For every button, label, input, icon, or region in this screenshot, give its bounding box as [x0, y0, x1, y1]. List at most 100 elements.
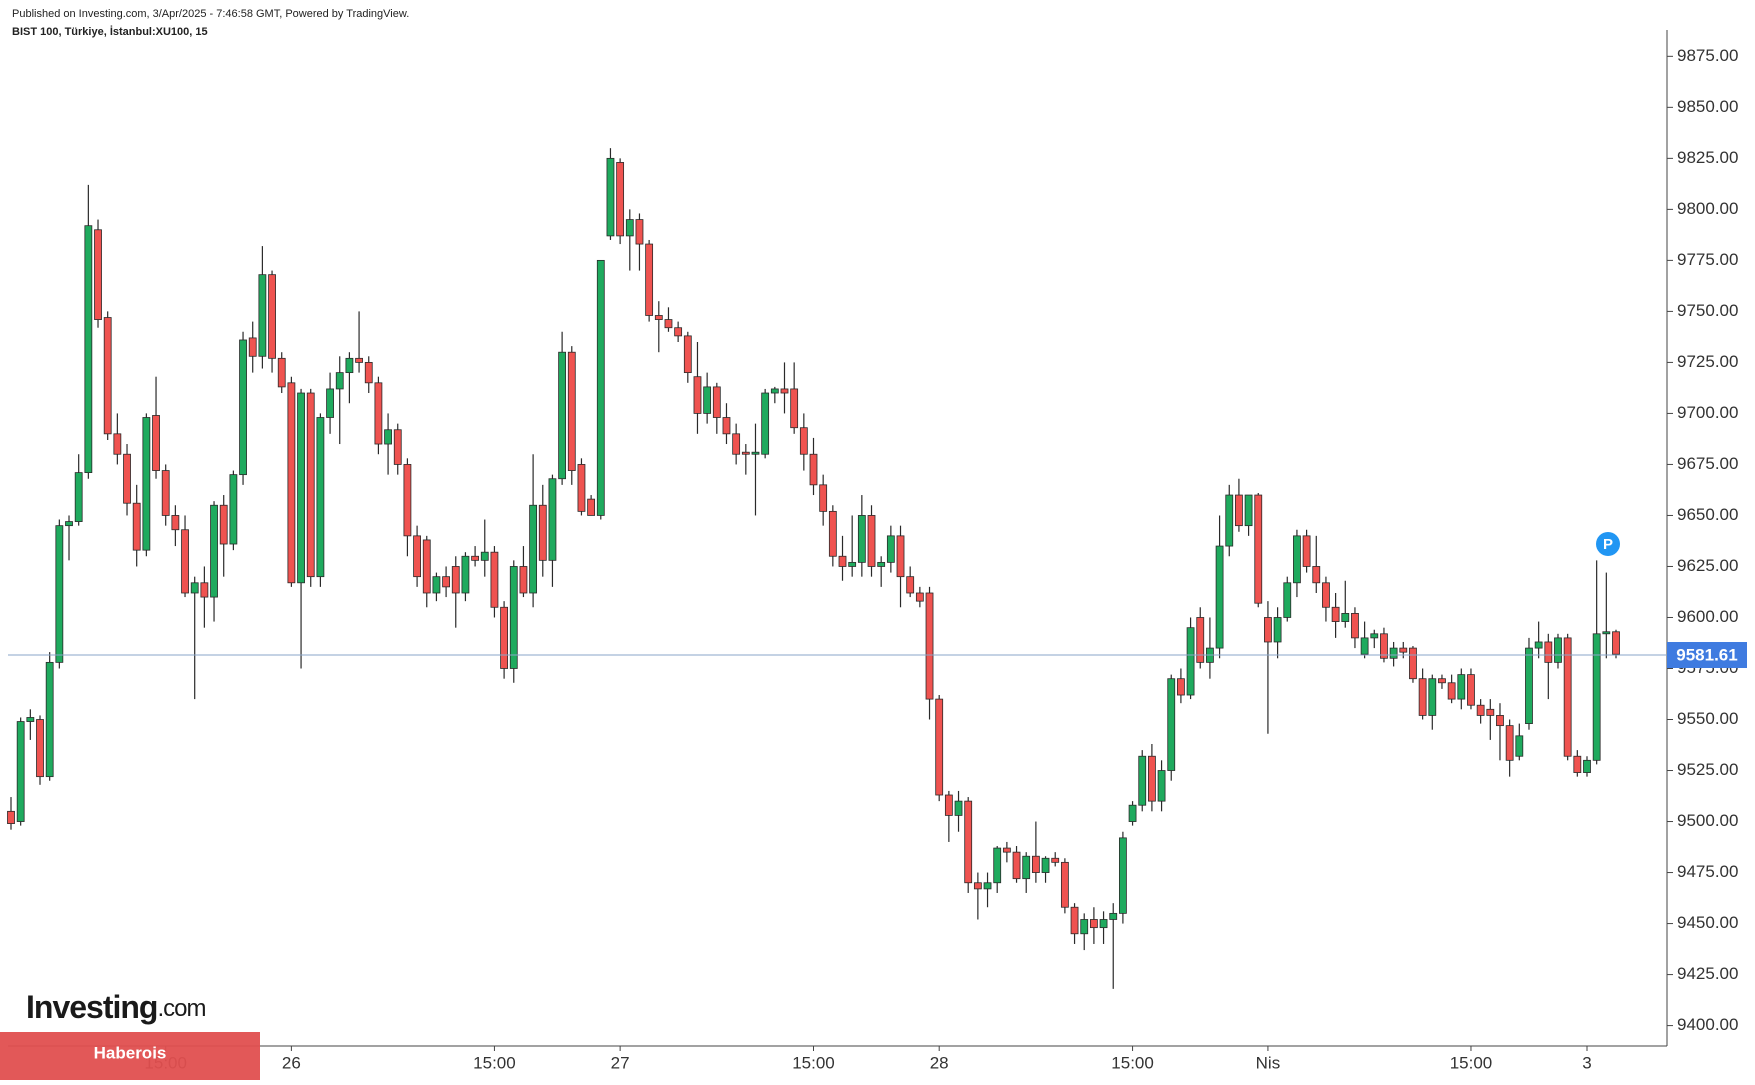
y-tick-label: 9625.00 [1677, 556, 1738, 575]
candle-body [1554, 637, 1562, 663]
axes: 9400.00 9425.00 9450.00 9475.00 9500.00 9525.… [8, 30, 1738, 1072]
candle-body [1022, 855, 1031, 880]
x-tick-label: Nis [1256, 1053, 1281, 1072]
candle-body [1138, 755, 1147, 806]
y-tick-label: 9800.00 [1677, 199, 1738, 218]
symbol-label: BIST 100, Türkiye, İstanbul:XU100, 15 [12, 25, 208, 38]
candle-body [1312, 566, 1321, 584]
candle-body [1244, 494, 1253, 527]
candle-body [838, 555, 847, 567]
candle-body [210, 504, 218, 598]
candle-body [1167, 678, 1176, 771]
candle-body [654, 315, 663, 320]
candle-body [906, 576, 915, 594]
candle-body [1273, 617, 1282, 643]
candle-body [248, 337, 257, 357]
candle-body [693, 376, 702, 414]
candle-body [103, 317, 112, 435]
candle-body [1457, 674, 1466, 700]
candle-body [683, 335, 692, 374]
candle-body [1331, 606, 1340, 622]
candle-body [1505, 725, 1514, 761]
watermark-band [0, 1032, 260, 1080]
candle-body [84, 225, 93, 474]
candle-body [442, 576, 450, 588]
y-tick-label: 9775.00 [1677, 250, 1738, 269]
candle-body [799, 427, 808, 455]
candle-body [171, 515, 180, 531]
y-tick-label: 9550.00 [1677, 709, 1738, 728]
candle-body [1302, 535, 1311, 567]
candle-body [741, 451, 750, 455]
candle-body [828, 510, 837, 557]
x-tick-label: 28 [930, 1053, 949, 1072]
candle-body [848, 561, 857, 567]
candle-body [364, 362, 373, 384]
candle-body [877, 561, 886, 567]
candle-body [819, 484, 828, 512]
candle-body [1592, 633, 1601, 761]
candle-body [1525, 647, 1533, 724]
candle-body [809, 453, 818, 486]
candle-body [1544, 641, 1553, 663]
overlay: Haberois Investing.com P [0, 532, 1620, 1080]
candle-body [944, 794, 953, 816]
candle-body [925, 592, 934, 700]
candle-body [1583, 759, 1591, 773]
logo-suffix: .com [157, 995, 205, 1022]
candle-body [413, 535, 421, 578]
candle-body [1612, 631, 1620, 655]
candle-body [1438, 678, 1446, 684]
y-tick-label: 9875.00 [1677, 46, 1738, 65]
candle-body [983, 882, 992, 890]
candle-body [335, 372, 344, 390]
candle-body [229, 474, 238, 545]
candle-body [935, 698, 944, 796]
candle-body [1041, 857, 1050, 873]
x-tick-label: 15:00 [1111, 1053, 1154, 1072]
candle-body [306, 392, 315, 578]
candle-body [1215, 545, 1224, 649]
x-tick-label: 26 [282, 1053, 301, 1072]
candle-body [1031, 855, 1040, 873]
candle-body [1351, 612, 1359, 639]
x-tick-label: 3 [1582, 1053, 1591, 1072]
y-tick-label: 9450.00 [1677, 913, 1738, 932]
candle-body [55, 525, 64, 663]
candle-body [1602, 631, 1611, 635]
candle-body [316, 417, 325, 578]
candle-body [1128, 804, 1137, 822]
candle-body [490, 551, 499, 608]
y-tick-label: 9850.00 [1677, 97, 1738, 116]
x-tick-label: 15:00 [473, 1053, 516, 1072]
candle-body [1225, 494, 1234, 547]
candle-body [422, 539, 431, 594]
candle-body [277, 357, 286, 388]
logo-brand-word: Investing [26, 989, 157, 1025]
candle-body [770, 388, 779, 394]
candle-body [451, 566, 460, 594]
candle-body [1476, 704, 1485, 716]
candle-body [1496, 715, 1504, 727]
candle-body [1012, 851, 1021, 880]
candle-body [152, 415, 160, 471]
candle-body [964, 800, 973, 884]
candle-body [751, 451, 760, 455]
candle-body [190, 582, 199, 594]
x-tick-label: 27 [611, 1053, 630, 1072]
candle-body [161, 470, 170, 516]
y-tick-label: 9825.00 [1677, 148, 1738, 167]
candle-body [297, 392, 305, 584]
candle-body [1322, 582, 1330, 608]
candle-body [1486, 708, 1495, 716]
candle-body [74, 472, 83, 522]
candle-body [1399, 647, 1408, 653]
candle-body [355, 357, 363, 363]
candle-body [200, 582, 209, 598]
candle-body [915, 592, 924, 602]
candle-body [26, 717, 35, 722]
candle-body [616, 162, 625, 237]
watermark-text: Haberois [94, 1043, 167, 1062]
candle-body [132, 502, 141, 551]
